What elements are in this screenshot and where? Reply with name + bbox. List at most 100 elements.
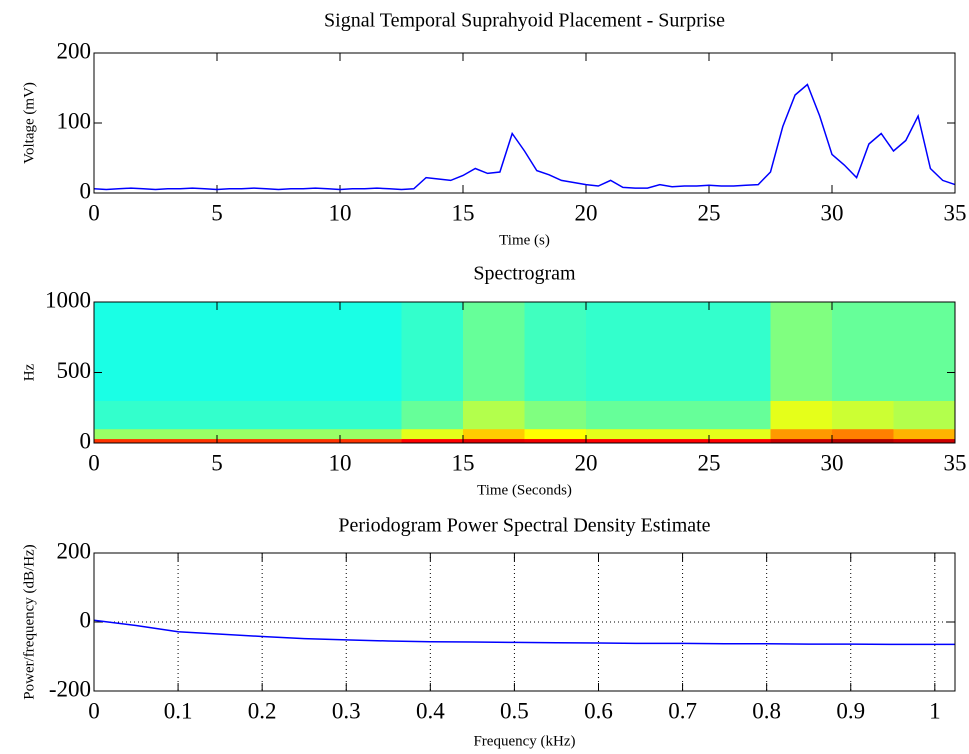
heatmap-cell <box>893 438 956 444</box>
x-tick-label: 1 <box>929 698 941 723</box>
x-tick-label: 5 <box>211 200 223 225</box>
y-axis-label: Hz <box>21 363 37 381</box>
heatmap-cell <box>401 438 464 444</box>
x-axis-label: Frequency (kHz) <box>473 733 575 749</box>
y-tick-label: 500 <box>57 358 92 383</box>
heatmap-cell <box>463 428 525 440</box>
heatmap-cell <box>586 438 648 444</box>
x-tick-label: 0.5 <box>500 698 529 723</box>
x-tick-label: 0 <box>88 698 100 723</box>
heatmap-cell <box>217 438 279 444</box>
x-tick-label: 20 <box>575 450 598 475</box>
heatmap-cell <box>832 438 894 444</box>
heatmap-cell <box>463 302 525 401</box>
x-tick-label: 0.2 <box>248 698 277 723</box>
y-axis-label: Voltage (mV) <box>21 82 37 164</box>
heatmap-cell <box>709 438 771 444</box>
heatmap-cell <box>278 428 341 440</box>
x-tick-label: 0.4 <box>416 698 445 723</box>
heatmap-cell <box>340 438 402 444</box>
heatmap-cell <box>832 302 894 401</box>
heatmap-cell <box>340 400 402 430</box>
heatmap-cell <box>278 302 341 401</box>
heatmap-cell <box>94 438 156 444</box>
heatmap-cell <box>647 400 710 430</box>
heatmap-cell <box>709 302 771 401</box>
heatmap-cell <box>647 428 710 440</box>
heatmap-cell <box>770 438 833 444</box>
heatmap-cell <box>586 400 648 430</box>
heatmap-cell <box>832 428 894 440</box>
heatmap-cell <box>770 302 833 401</box>
heatmap-cell <box>94 400 156 430</box>
x-axis-label: Time (s) <box>499 232 550 248</box>
heatmap-cell <box>217 428 279 440</box>
heatmap-cell <box>524 428 587 440</box>
heatmap-cell <box>463 400 525 430</box>
heatmap-cell <box>647 302 710 401</box>
heatmap-cell <box>155 400 218 430</box>
heatmap-cell <box>278 400 341 430</box>
chart-title: Signal Temporal Suprahyoid Placement - S… <box>324 10 725 32</box>
y-tick-label: 0 <box>80 428 92 453</box>
x-tick-label: 25 <box>698 450 721 475</box>
heatmap-cell <box>586 302 648 401</box>
x-axis-label: Time (Seconds) <box>477 482 572 498</box>
axes-box <box>93 552 956 692</box>
y-axis-label: Power/frequency (dB/Hz) <box>21 544 37 699</box>
x-tick-label: 15 <box>452 200 475 225</box>
heatmap-cell <box>524 302 587 401</box>
heatmap-cell <box>893 302 956 401</box>
heatmap-cell <box>155 428 218 440</box>
axes-box <box>93 52 956 194</box>
heatmap-cell <box>893 428 956 440</box>
x-tick-label: 0.3 <box>332 698 361 723</box>
heatmap-cell <box>94 428 156 440</box>
x-tick-label: 0.7 <box>668 698 697 723</box>
heatmap-cell <box>709 428 771 440</box>
x-tick-label: 10 <box>329 450 352 475</box>
heatmap-cell <box>586 428 648 440</box>
x-tick-label: 0 <box>88 200 100 225</box>
x-tick-label: 25 <box>698 200 721 225</box>
x-tick-label: 0.1 <box>164 698 193 723</box>
heatmap-cell <box>217 302 279 401</box>
heatmap-cell <box>155 438 218 444</box>
x-tick-label: 20 <box>575 200 598 225</box>
heatmap-cell <box>832 400 894 430</box>
heatmap-cell <box>524 400 587 430</box>
heatmap-cell <box>278 438 341 444</box>
heatmap-cell <box>770 428 833 440</box>
heatmap-cell <box>217 400 279 430</box>
x-tick-label: 5 <box>211 450 223 475</box>
x-tick-label: 35 <box>944 200 967 225</box>
line <box>93 619 955 646</box>
y-tick-label: 1000 <box>45 287 91 312</box>
x-tick-label: 0.8 <box>752 698 781 723</box>
heatmap-cell <box>401 428 464 440</box>
heatmap-cell <box>340 302 402 401</box>
heatmap-cell <box>647 438 710 444</box>
x-tick-label: 35 <box>944 450 967 475</box>
heatmap-cell <box>770 400 833 430</box>
line <box>93 83 956 191</box>
heatmap-cell <box>893 400 956 430</box>
x-tick-label: 30 <box>821 450 844 475</box>
y-tick-label: 200 <box>57 538 92 563</box>
x-tick-label: 0.6 <box>584 698 613 723</box>
heatmap-cell <box>401 302 464 401</box>
y-tick-label: 0 <box>80 178 92 203</box>
x-tick-label: 0.9 <box>836 698 865 723</box>
chart-title: Spectrogram <box>473 263 576 285</box>
y-tick-label: 100 <box>57 108 92 133</box>
chart-title: Periodogram Power Spectral Density Estim… <box>338 515 710 537</box>
y-tick-label: -200 <box>49 676 91 701</box>
x-tick-label: 15 <box>452 450 475 475</box>
y-tick-label: 200 <box>57 38 92 63</box>
heatmap-cell <box>709 400 771 430</box>
heatmap-cell <box>463 438 525 444</box>
heatmap-cell <box>340 428 402 440</box>
x-tick-label: 10 <box>329 200 352 225</box>
